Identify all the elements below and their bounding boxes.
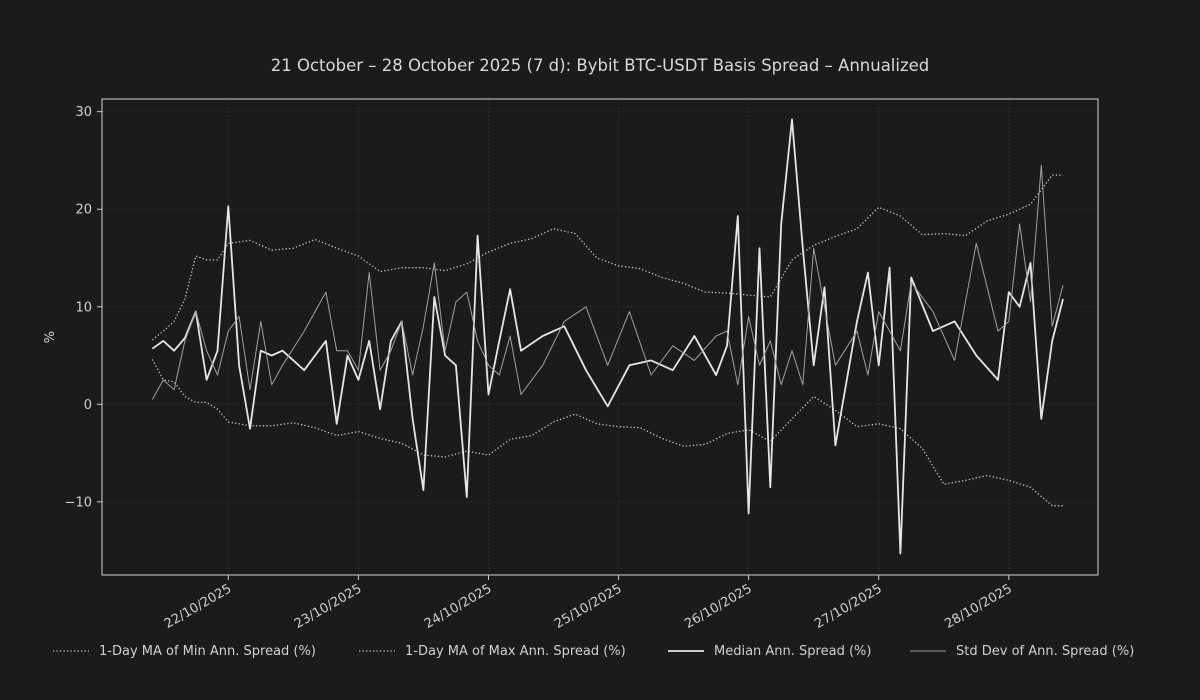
legend-item-min-ma: 1-Day MA of Min Ann. Spread (%): [53, 644, 316, 659]
x-tick-label: 28/10/2025: [942, 581, 1014, 631]
legend-label: Median Ann. Spread (%): [714, 644, 871, 659]
series-line-median: [151, 118, 1064, 555]
plot-series: [151, 118, 1064, 555]
x-tick-label: 25/10/2025: [552, 581, 624, 631]
legend-item-std-dev: Std Dev of Ann. Spread (%): [910, 644, 1134, 659]
grid: [102, 99, 1098, 575]
y-tick-label: −10: [65, 495, 92, 510]
legend: 1-Day MA of Min Ann. Spread (%) 1-Day MA …: [53, 644, 1134, 659]
plot-frame: [101, 98, 1099, 576]
legend-item-median: Median Ann. Spread (%): [668, 644, 871, 659]
legend-label: 1-Day MA of Max Ann. Spread (%): [405, 644, 626, 659]
y-tick-label: 30: [75, 105, 92, 120]
y-tick-label: 20: [75, 203, 92, 218]
x-tick-label: 26/10/2025: [682, 581, 754, 631]
y-tick-label: 0: [84, 398, 92, 413]
series-line-max-ma: [151, 174, 1063, 341]
chart-title: 21 October – 28 October 2025 (7 d): Bybi…: [271, 56, 930, 75]
series-line-min-ma: [151, 359, 1063, 507]
x-tick-label: 23/10/2025: [292, 581, 364, 631]
x-tick-label: 27/10/2025: [812, 581, 884, 631]
x-tick-label: 22/10/2025: [162, 581, 234, 631]
y-tick-label: 10: [75, 300, 92, 315]
x-tick-label: 24/10/2025: [422, 581, 494, 631]
y-axis-label: %: [43, 331, 58, 343]
legend-label: Std Dev of Ann. Spread (%): [956, 644, 1134, 659]
legend-item-max-ma: 1-Day MA of Max Ann. Spread (%): [359, 644, 626, 659]
legend-label: 1-Day MA of Min Ann. Spread (%): [99, 644, 316, 659]
series-line-std-dev: [151, 164, 1064, 400]
